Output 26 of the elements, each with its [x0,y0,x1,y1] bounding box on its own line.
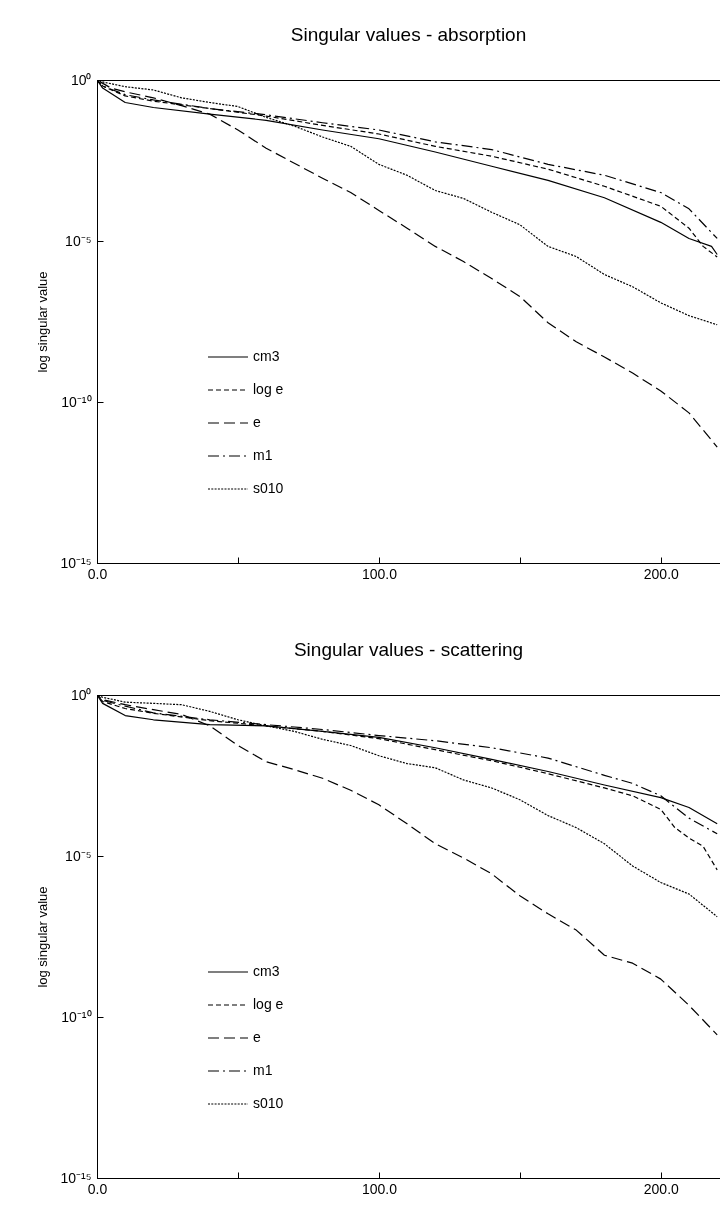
x-tick-label: 100.0 [361,1180,398,1197]
y-tick-label: 10⁻¹⁰ [61,1008,92,1025]
x-tick-label: 100.0 [361,565,398,582]
x-tick-label: 200.0 [643,1180,680,1197]
legend-label: cm3 [253,962,280,979]
legend-label: s010 [253,1094,284,1111]
y-axis-title: log singular value [35,886,51,988]
y-tick-label: 10⁻⁵ [65,847,92,864]
y-axis-title: log singular value [35,271,51,373]
chart-title: Singular values - scattering [293,639,524,660]
legend-label: m1 [253,1061,273,1078]
x-tick-label: 0.0 [87,1180,108,1197]
legend-label: m1 [253,446,273,463]
x-tick-label: 200.0 [643,565,680,582]
y-tick-label: 10⁻⁵ [65,232,92,249]
x-tick-label: 0.0 [87,565,108,582]
legend-label: s010 [253,479,284,496]
y-tick-label: 10⁻¹⁰ [61,393,92,410]
legend-label: cm3 [253,347,280,364]
y-tick-label: 10⁰ [70,686,92,703]
legend-label: e [253,1028,261,1045]
chart-title: Singular values - absorption [290,24,527,45]
legend-label: log e [253,995,284,1012]
y-tick-label: 10⁰ [70,71,92,88]
legend-label: e [253,413,261,430]
legend-label: log e [253,380,284,397]
